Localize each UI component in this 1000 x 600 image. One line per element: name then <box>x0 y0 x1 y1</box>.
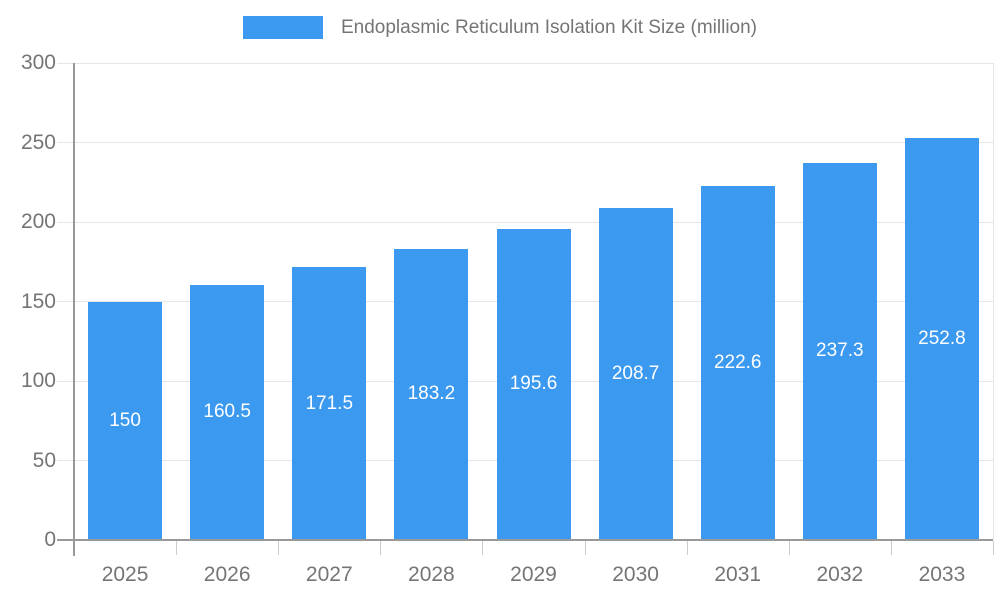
x-axis-tick <box>176 541 178 555</box>
bar-value-label: 150 <box>109 409 141 431</box>
x-axis-label-2026: 2026 <box>203 563 251 586</box>
bar-value-label: 160.5 <box>203 401 251 423</box>
gridline-y-300 <box>57 62 993 64</box>
x-axis-tick <box>993 541 994 555</box>
y-axis-label: 200 <box>20 210 56 233</box>
bar-2028[interactable]: 183.2 <box>394 248 469 540</box>
bar-2029[interactable]: 195.6 <box>496 228 571 540</box>
bar-value-label: 171.5 <box>305 392 354 414</box>
x-axis-tick <box>788 541 790 555</box>
bar-2025[interactable]: 150 <box>88 301 163 540</box>
gridline-y-200 <box>57 221 993 223</box>
bar-2026[interactable]: 160.5 <box>190 284 265 540</box>
y-axis-line <box>73 63 75 556</box>
x-axis-label-2032: 2032 <box>816 563 864 586</box>
bar-2030[interactable]: 208.7 <box>598 208 673 540</box>
x-axis-label-2027: 2027 <box>305 563 353 586</box>
bar-value-label: 208.7 <box>611 363 660 385</box>
y-axis-label: 50 <box>32 448 56 472</box>
gridline-y-250 <box>57 142 993 143</box>
x-axis-label-2033: 2033 <box>918 563 966 586</box>
bar-2032[interactable]: 237.3 <box>802 162 877 540</box>
legend[interactable]: Endoplasmic Reticulum Isolation Kit Size… <box>0 16 1000 39</box>
x-axis-tick <box>278 541 280 555</box>
x-axis-tick <box>686 541 688 555</box>
bar-value-label: 222.6 <box>713 352 762 374</box>
x-axis-tick <box>380 541 382 555</box>
y-axis-label: 250 <box>20 130 56 154</box>
x-axis-label-2030: 2030 <box>612 563 659 586</box>
bar-value-label: 237.3 <box>816 340 864 362</box>
bar-value-label: 183.2 <box>407 383 456 405</box>
x-axis-tick <box>482 541 484 555</box>
bar-value-label: 252.8 <box>918 328 966 350</box>
bar-value-label: 195.6 <box>509 373 558 395</box>
x-axis-tick <box>584 541 586 555</box>
y-axis-label: 150 <box>20 289 56 313</box>
legend-swatch <box>242 16 323 39</box>
bar-2027[interactable]: 171.5 <box>292 267 367 540</box>
x-axis-label-2029: 2029 <box>510 563 557 586</box>
x-axis-baseline <box>57 539 993 541</box>
x-axis-tick <box>890 541 892 555</box>
y-axis-label: 100 <box>20 369 56 392</box>
legend-label: Endoplasmic Reticulum Isolation Kit Size… <box>340 16 758 38</box>
x-axis-label-2028: 2028 <box>408 563 455 586</box>
y-axis-label: 300 <box>20 51 56 74</box>
bar-2033[interactable]: 252.8 <box>904 138 979 540</box>
x-axis-label-2031: 2031 <box>714 563 762 586</box>
bar-2031[interactable]: 222.6 <box>700 186 775 540</box>
y-axis-label: 0 <box>44 528 56 551</box>
x-axis-label-2025: 2025 <box>101 563 149 586</box>
plot-right-border <box>993 63 994 540</box>
